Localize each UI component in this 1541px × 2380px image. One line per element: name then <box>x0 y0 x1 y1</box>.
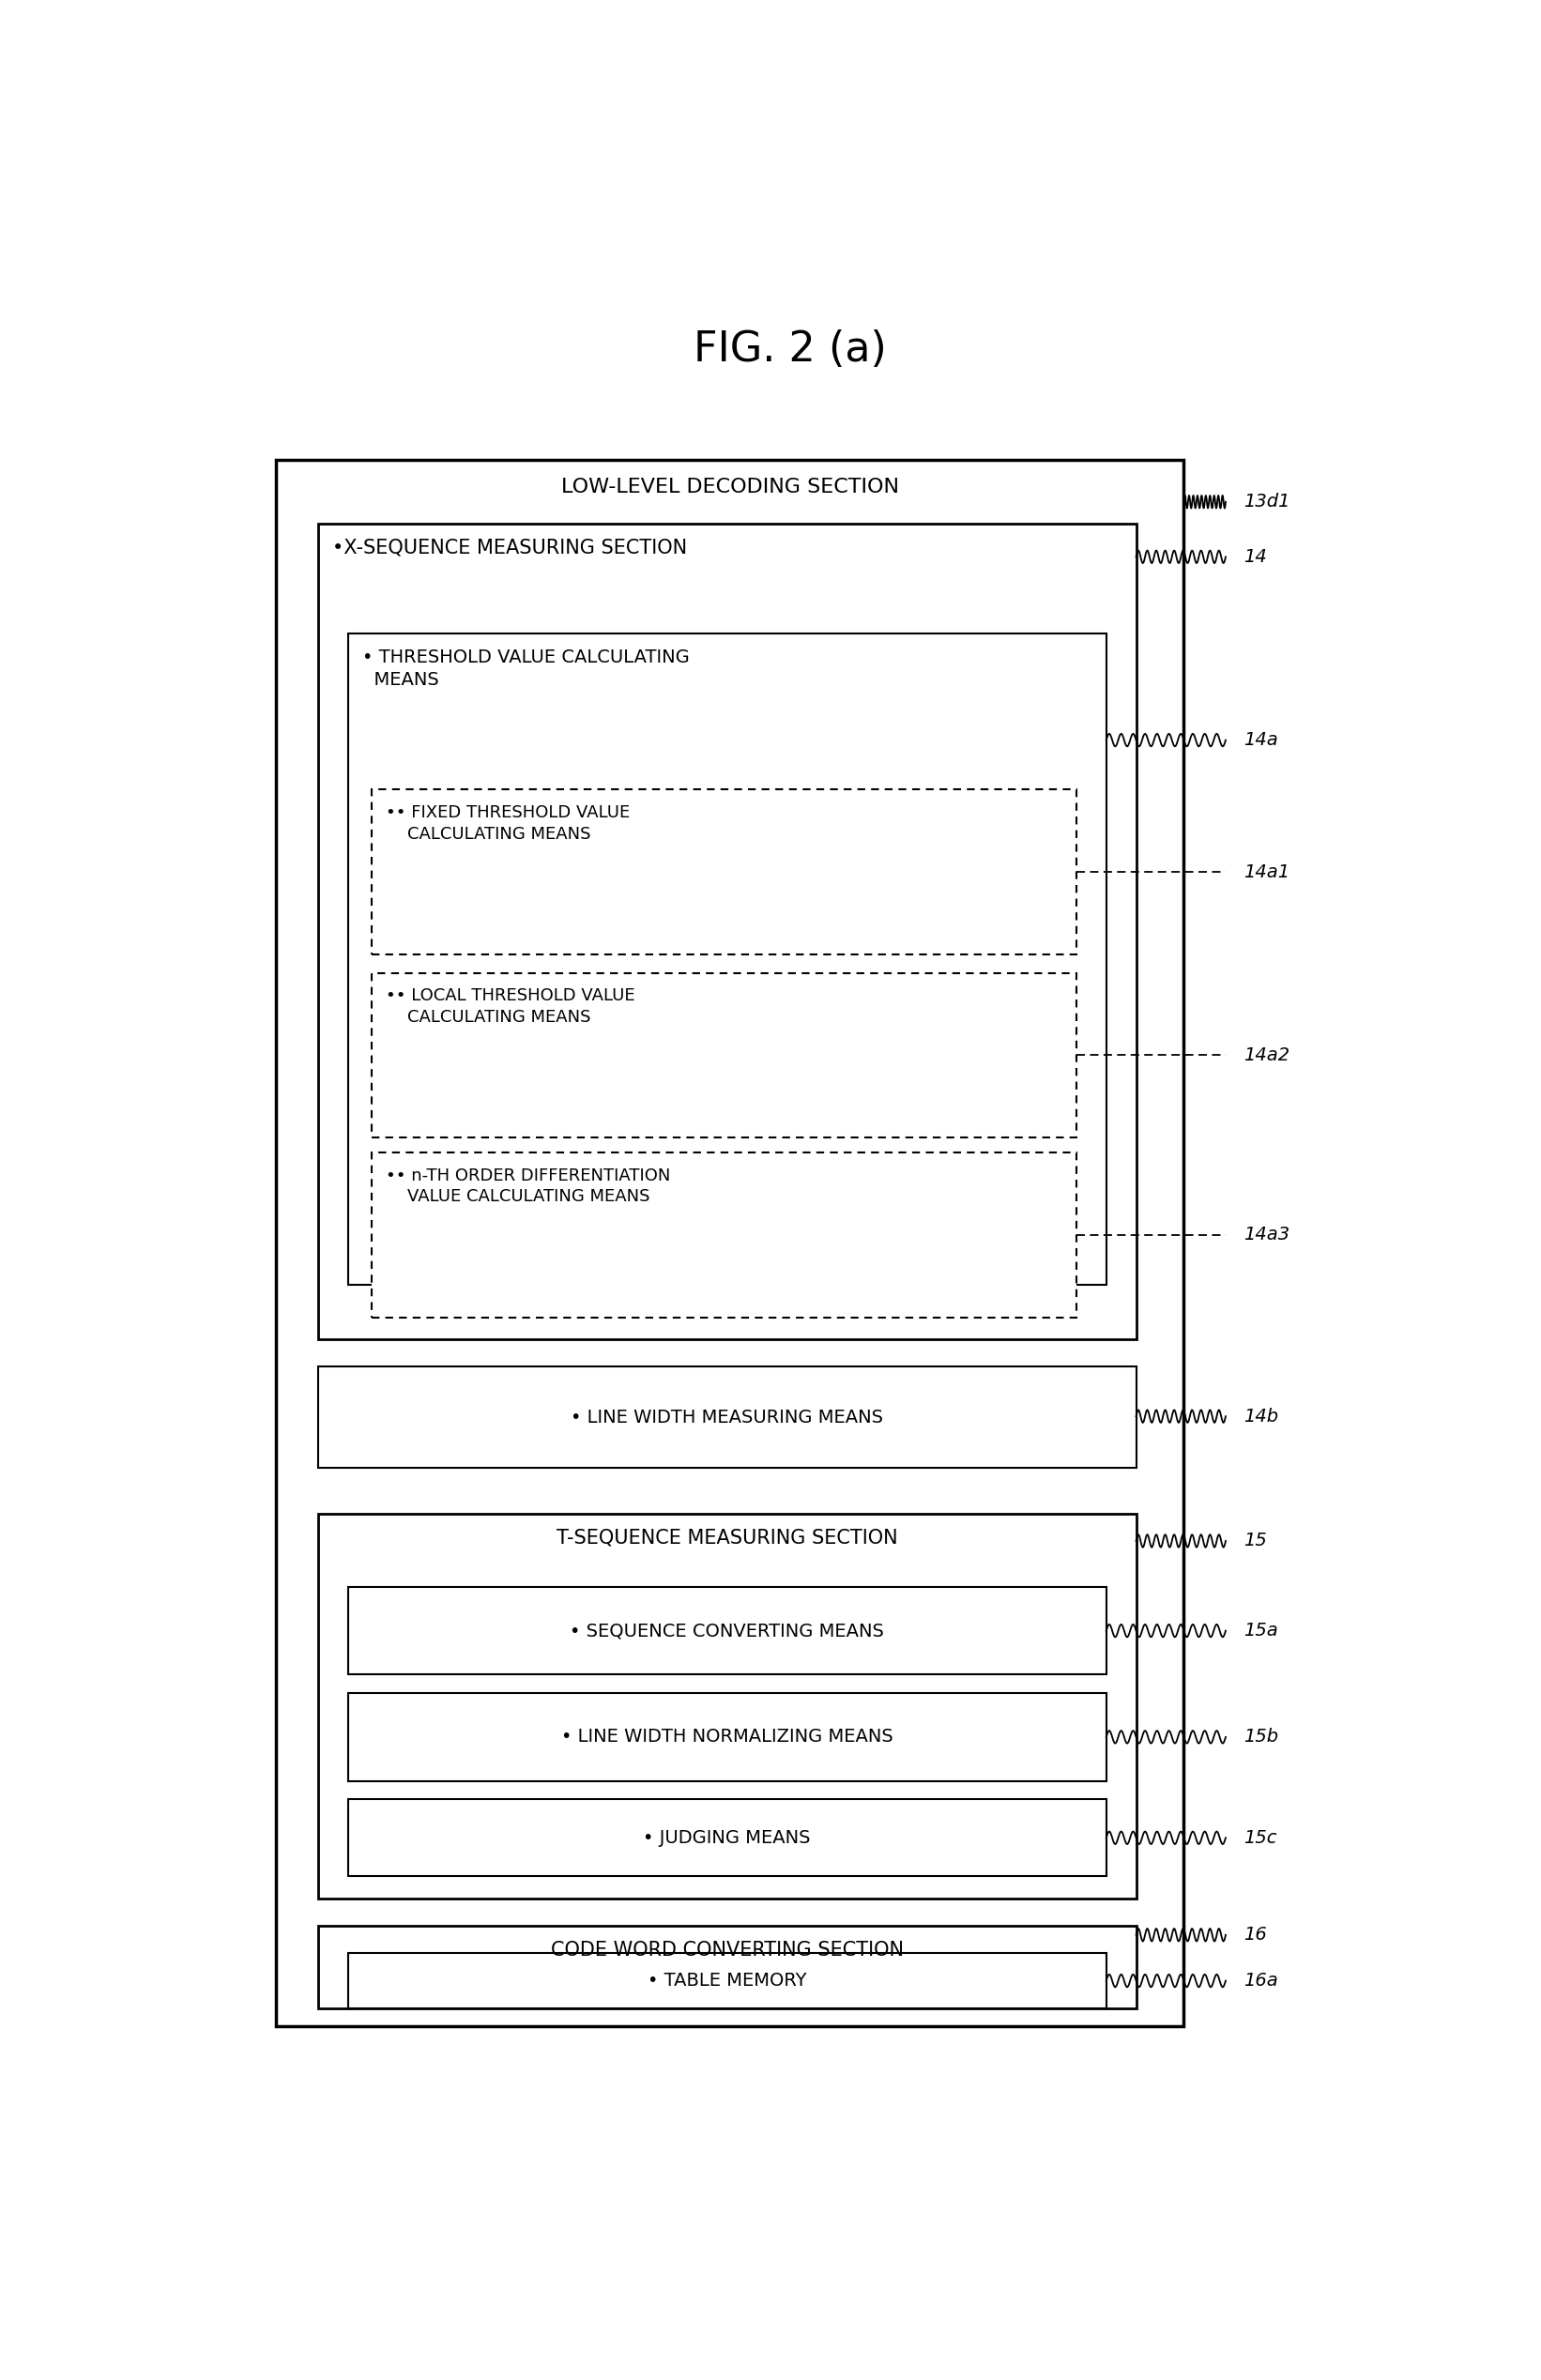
Text: 15: 15 <box>1244 1533 1267 1549</box>
FancyBboxPatch shape <box>317 1366 1136 1468</box>
Text: 14a: 14a <box>1244 731 1277 750</box>
FancyBboxPatch shape <box>348 1692 1106 1780</box>
Text: 14a3: 14a3 <box>1244 1226 1290 1245</box>
Text: 15a: 15a <box>1244 1621 1277 1640</box>
Text: •• LOCAL THRESHOLD VALUE
    CALCULATING MEANS: •• LOCAL THRESHOLD VALUE CALCULATING MEA… <box>387 988 635 1026</box>
Text: •X-SEQUENCE MEASURING SECTION: •X-SEQUENCE MEASURING SECTION <box>333 538 687 557</box>
Text: LOW-LEVEL DECODING SECTION: LOW-LEVEL DECODING SECTION <box>561 478 898 497</box>
Text: 14: 14 <box>1244 547 1267 566</box>
FancyBboxPatch shape <box>317 1925 1136 2009</box>
Text: T-SEQUENCE MEASURING SECTION: T-SEQUENCE MEASURING SECTION <box>556 1528 898 1547</box>
Text: CODE WORD CONVERTING SECTION: CODE WORD CONVERTING SECTION <box>550 1940 903 1959</box>
FancyBboxPatch shape <box>348 1799 1106 1875</box>
Text: • LINE WIDTH NORMALIZING MEANS: • LINE WIDTH NORMALIZING MEANS <box>561 1728 894 1747</box>
Text: 15b: 15b <box>1244 1728 1279 1747</box>
Text: • LINE WIDTH MEASURING MEANS: • LINE WIDTH MEASURING MEANS <box>570 1409 883 1426</box>
FancyBboxPatch shape <box>276 459 1183 2025</box>
FancyBboxPatch shape <box>348 1587 1106 1676</box>
Text: FIG. 2 (a): FIG. 2 (a) <box>693 328 886 369</box>
FancyBboxPatch shape <box>348 633 1106 1285</box>
Text: • TABLE MEMORY: • TABLE MEMORY <box>647 1973 806 1990</box>
Text: • THRESHOLD VALUE CALCULATING
  MEANS: • THRESHOLD VALUE CALCULATING MEANS <box>362 647 689 690</box>
FancyBboxPatch shape <box>348 1954 1106 2009</box>
FancyBboxPatch shape <box>371 790 1076 954</box>
FancyBboxPatch shape <box>371 1152 1076 1319</box>
Text: • SEQUENCE CONVERTING MEANS: • SEQUENCE CONVERTING MEANS <box>570 1621 885 1640</box>
Text: •• n-TH ORDER DIFFERENTIATION
    VALUE CALCULATING MEANS: •• n-TH ORDER DIFFERENTIATION VALUE CALC… <box>387 1166 670 1204</box>
Text: • JUDGING MEANS: • JUDGING MEANS <box>643 1828 811 1847</box>
Text: 14b: 14b <box>1244 1407 1279 1426</box>
Text: 14a2: 14a2 <box>1244 1047 1290 1064</box>
FancyBboxPatch shape <box>317 1514 1136 1899</box>
Text: 16a: 16a <box>1244 1973 1277 1990</box>
Text: 16: 16 <box>1244 1925 1267 1944</box>
FancyBboxPatch shape <box>371 973 1076 1138</box>
Text: 13d1: 13d1 <box>1244 493 1290 512</box>
Text: 15c: 15c <box>1244 1828 1277 1847</box>
FancyBboxPatch shape <box>317 524 1136 1340</box>
Text: •• FIXED THRESHOLD VALUE
    CALCULATING MEANS: •• FIXED THRESHOLD VALUE CALCULATING MEA… <box>387 804 630 843</box>
Text: 14a1: 14a1 <box>1244 864 1290 881</box>
